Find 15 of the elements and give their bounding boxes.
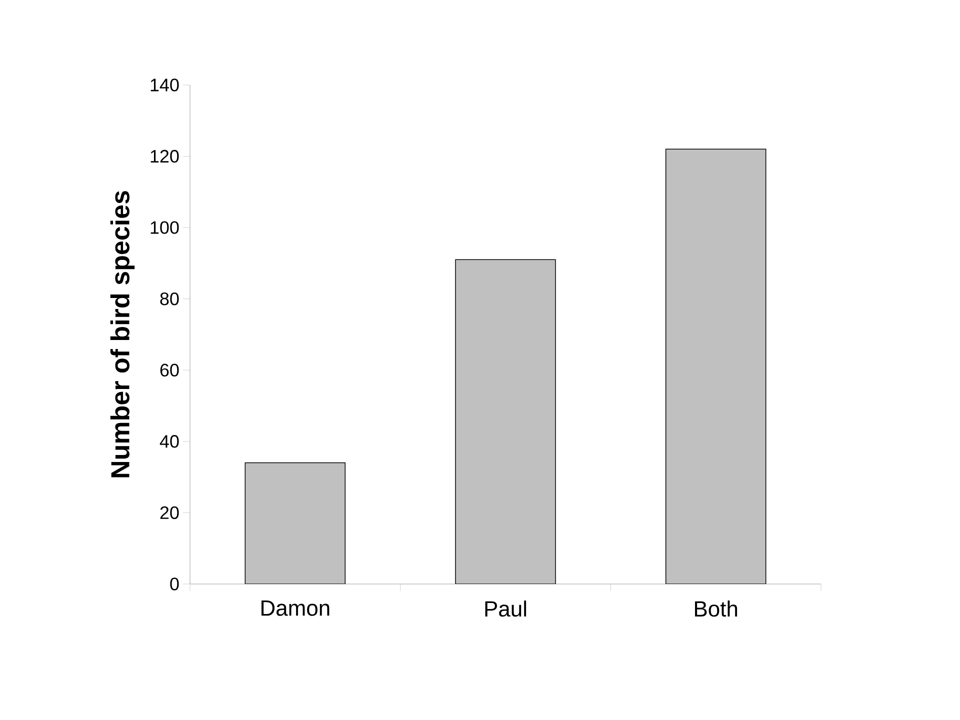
y-tick-label: 20 (160, 506, 179, 520)
bar (455, 259, 556, 584)
y-tick-label: 120 (150, 150, 179, 163)
y-tick-label: 80 (160, 292, 179, 306)
x-tick-label: Damon (262, 600, 330, 616)
bar (665, 148, 766, 584)
y-tick-label: 40 (160, 435, 179, 448)
x-tick-label: Paul (485, 600, 526, 617)
y-tick-label: 0 (170, 578, 179, 590)
x-tick-label: Both (695, 600, 738, 617)
y-axis-title: Number of bird species (110, 191, 135, 478)
y-tick-label: 60 (160, 364, 179, 377)
y-tick-label: 140 (150, 78, 179, 92)
y-tick-label: 100 (150, 221, 179, 234)
bar (244, 462, 346, 584)
